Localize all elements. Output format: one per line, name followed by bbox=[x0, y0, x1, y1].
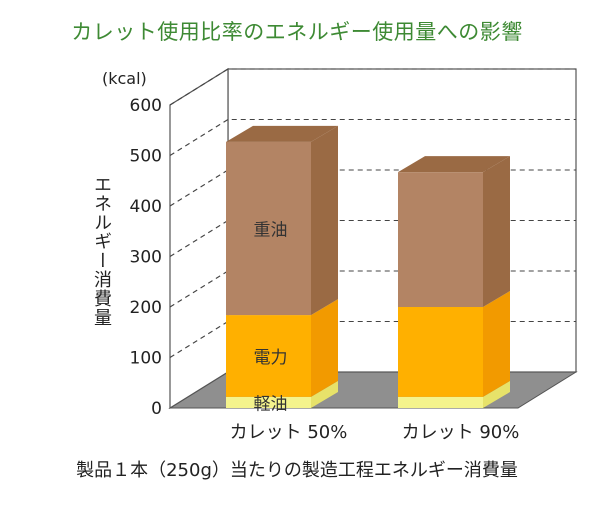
bar-segment bbox=[226, 315, 311, 397]
y-tick-label: 500 bbox=[130, 147, 162, 167]
y-axis-label: エネルギー消費量 bbox=[91, 175, 112, 327]
chart-title: カレット使用比率のエネルギー使用量への影響 bbox=[71, 20, 523, 44]
bar-segment bbox=[226, 396, 311, 408]
bar-segment bbox=[398, 307, 483, 397]
bar-side-segment bbox=[483, 156, 510, 307]
bar-segment bbox=[398, 172, 483, 307]
x-tick-label: カレット 90% bbox=[402, 422, 520, 443]
bar-top-face bbox=[398, 156, 510, 173]
y-tick-label: 100 bbox=[130, 349, 162, 369]
y-tick-label: 600 bbox=[130, 96, 162, 116]
x-tick-label: カレット 50% bbox=[230, 422, 348, 443]
bar-side-segment bbox=[483, 380, 510, 408]
series-label: 軽油 bbox=[254, 394, 288, 414]
bar-segment bbox=[398, 396, 483, 408]
y-tick-label: 0 bbox=[151, 399, 162, 419]
bar-top-face bbox=[226, 125, 338, 142]
y-tick-label: 400 bbox=[130, 197, 162, 217]
gridline bbox=[169, 118, 576, 156]
bar-side-segment bbox=[311, 125, 338, 316]
bar-segment bbox=[226, 141, 311, 316]
gridline bbox=[169, 68, 576, 106]
bar-side-segment bbox=[311, 299, 338, 397]
y-axis-unit: (kcal) bbox=[102, 69, 147, 88]
bar-side-segment bbox=[311, 380, 338, 408]
series-label: 重油 bbox=[254, 220, 288, 240]
y-tick-label: 300 bbox=[130, 248, 162, 268]
bar-side-segment bbox=[483, 291, 510, 397]
y-tick-label: 200 bbox=[130, 298, 162, 318]
chart-side-wall bbox=[169, 67, 229, 410]
chart-footer: 製品１本（250g）当たりの製造工程エネルギー消費量 bbox=[76, 460, 518, 481]
series-label: 電力 bbox=[254, 348, 288, 368]
